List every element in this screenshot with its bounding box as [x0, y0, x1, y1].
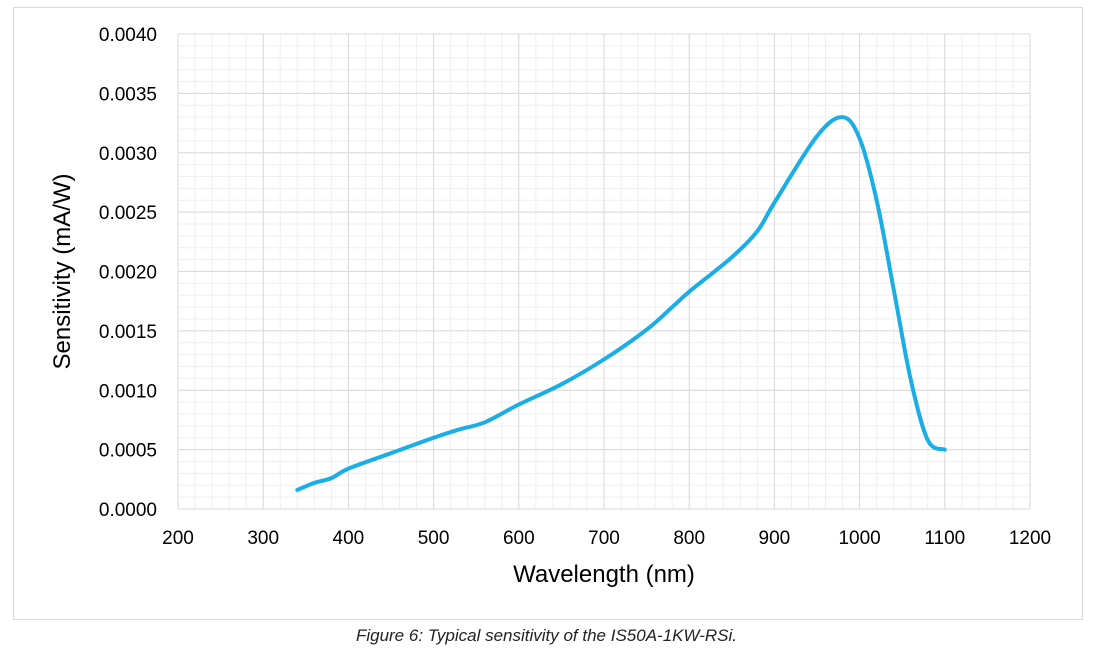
x-tick-label: 200 — [162, 528, 194, 549]
sensitivity-curve — [295, 115, 947, 492]
y-tick-label: 0.0030 — [99, 144, 157, 165]
x-tick-label: 800 — [673, 528, 705, 549]
x-tick-label: 700 — [588, 528, 620, 549]
x-tick-label: 300 — [247, 528, 279, 549]
figure-caption: Figure 6: Typical sensitivity of the IS5… — [355, 626, 738, 645]
x-tick-label: 1200 — [1009, 528, 1051, 549]
x-tick-label: 1100 — [924, 528, 965, 549]
y-tick-label: 0.0005 — [99, 441, 157, 462]
y-tick-label: 0.0040 — [99, 25, 157, 46]
x-tick-label: 400 — [333, 528, 365, 549]
x-tick-label: 900 — [759, 528, 791, 549]
chart-frame — [13, 7, 1083, 620]
x-tick-label: 500 — [418, 528, 450, 549]
x-axis-title: Wavelength (nm) — [513, 561, 695, 588]
x-tick-label: 1000 — [838, 528, 880, 549]
y-tick-label: 0.0000 — [99, 500, 157, 521]
y-tick-label: 0.0020 — [99, 263, 157, 284]
x-tick-label: 600 — [503, 528, 535, 549]
y-tick-label: 0.0035 — [99, 84, 157, 105]
y-tick-label: 0.0010 — [99, 381, 157, 402]
y-tick-label: 0.0015 — [99, 322, 157, 343]
y-axis-title: Sensitivity (mA/W) — [49, 173, 76, 369]
y-tick-label: 0.0025 — [99, 203, 157, 224]
